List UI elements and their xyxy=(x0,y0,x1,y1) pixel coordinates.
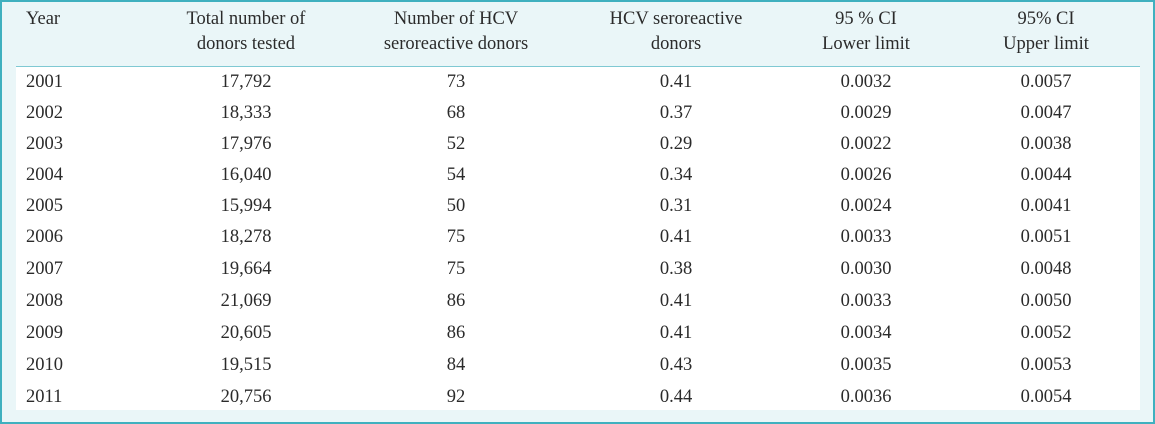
cell-year: 2001 xyxy=(26,72,63,92)
cell-ci-upper: 0.0053 xyxy=(1020,355,1072,375)
table-row: 2010 19,515 84 0.43 0.0035 0.0053 xyxy=(16,350,1140,381)
cell-ci-lower: 0.0034 xyxy=(840,323,892,343)
cell-ci-lower: 0.0029 xyxy=(840,103,892,123)
header-year-line1: Year xyxy=(26,9,61,29)
cell-ci-lower: 0.0026 xyxy=(840,165,892,185)
cell-ci-lower: 0.0033 xyxy=(840,291,892,311)
cell-year: 2010 xyxy=(26,355,63,375)
cell-hcv-percent: 0.29 xyxy=(659,134,693,154)
cell-hcv-percent: 0.31 xyxy=(659,196,693,216)
cell-total-donors: 20,756 xyxy=(220,387,272,407)
header-ci-lower-line2: Lower limit xyxy=(822,34,910,54)
cell-total-donors: 19,664 xyxy=(220,259,272,279)
header-hcv-percent: HCV seroreactive donors xyxy=(586,7,766,57)
cell-hcv-percent: 0.41 xyxy=(659,72,693,92)
header-total-donors: Total number of donors tested xyxy=(156,7,336,57)
cell-hcv-percent: 0.44 xyxy=(659,387,693,407)
cell-hcv-percent: 0.41 xyxy=(659,227,693,247)
cell-year: 2007 xyxy=(26,259,63,279)
cell-hcv-count: 86 xyxy=(446,291,466,311)
cell-ci-upper: 0.0044 xyxy=(1020,165,1072,185)
cell-hcv-percent: 0.38 xyxy=(659,259,693,279)
cell-ci-upper: 0.0057 xyxy=(1020,72,1072,92)
table-body: 2001 17,792 73 0.41 0.0032 0.0057 2002 1… xyxy=(16,67,1140,410)
cell-ci-lower: 0.0032 xyxy=(840,72,892,92)
header-ci-upper-line1: 95% CI xyxy=(1017,9,1075,29)
cell-hcv-count: 54 xyxy=(446,165,466,185)
header-ci-lower-line1: 95 % CI xyxy=(835,9,897,29)
table-row: 2011 20,756 92 0.44 0.0036 0.0054 xyxy=(16,382,1140,413)
cell-hcv-count: 92 xyxy=(446,387,466,407)
cell-ci-lower: 0.0036 xyxy=(840,387,892,407)
cell-hcv-count: 84 xyxy=(446,355,466,375)
header-hcv-percent-line1: HCV seroreactive xyxy=(609,9,743,29)
cell-hcv-percent: 0.43 xyxy=(659,355,693,375)
header-total-donors-line1: Total number of xyxy=(186,9,306,29)
cell-hcv-percent: 0.37 xyxy=(659,103,693,123)
table-row: 2005 15,994 50 0.31 0.0024 0.0041 xyxy=(16,191,1140,222)
cell-hcv-count: 50 xyxy=(446,196,466,216)
table-row: 2004 16,040 54 0.34 0.0026 0.0044 xyxy=(16,160,1140,191)
cell-year: 2004 xyxy=(26,165,63,185)
table-row: 2006 18,278 75 0.41 0.0033 0.0051 xyxy=(16,222,1140,253)
header-total-donors-line2: donors tested xyxy=(196,34,296,54)
table-row: 2002 18,333 68 0.37 0.0029 0.0047 xyxy=(16,98,1140,129)
header-ci-upper: 95% CI Upper limit xyxy=(961,7,1131,57)
cell-ci-upper: 0.0041 xyxy=(1020,196,1072,216)
header-hcv-count: Number of HCV seroreactive donors xyxy=(366,7,546,57)
table-row: 2009 20,605 86 0.41 0.0034 0.0052 xyxy=(16,318,1140,349)
table-row: 2003 17,976 52 0.29 0.0022 0.0038 xyxy=(16,129,1140,160)
table-row: 2008 21,069 86 0.41 0.0033 0.0050 xyxy=(16,286,1140,317)
cell-ci-lower: 0.0033 xyxy=(840,227,892,247)
header-hcv-count-line2: seroreactive donors xyxy=(383,34,529,54)
cell-ci-upper: 0.0051 xyxy=(1020,227,1072,247)
cell-year: 2009 xyxy=(26,323,63,343)
table-row: 2007 19,664 75 0.38 0.0030 0.0048 xyxy=(16,254,1140,285)
cell-year: 2005 xyxy=(26,196,63,216)
cell-year: 2003 xyxy=(26,134,63,154)
header-ci-lower: 95 % CI Lower limit xyxy=(776,7,956,57)
cell-hcv-count: 68 xyxy=(446,103,466,123)
cell-total-donors: 19,515 xyxy=(220,355,272,375)
cell-hcv-count: 75 xyxy=(446,259,466,279)
cell-total-donors: 21,069 xyxy=(220,291,272,311)
cell-total-donors: 18,333 xyxy=(220,103,272,123)
table-header: Year Total number of donors tested Numbe… xyxy=(16,2,1140,67)
cell-hcv-count: 73 xyxy=(446,72,466,92)
header-hcv-count-line1: Number of HCV xyxy=(393,9,519,29)
cell-hcv-percent: 0.34 xyxy=(659,165,693,185)
table-row: 2001 17,792 73 0.41 0.0032 0.0057 xyxy=(16,67,1140,98)
cell-total-donors: 16,040 xyxy=(220,165,272,185)
cell-year: 2011 xyxy=(26,387,63,407)
cell-hcv-count: 52 xyxy=(446,134,466,154)
cell-ci-upper: 0.0050 xyxy=(1020,291,1072,311)
cell-total-donors: 18,278 xyxy=(220,227,272,247)
cell-ci-upper: 0.0048 xyxy=(1020,259,1072,279)
cell-ci-upper: 0.0054 xyxy=(1020,387,1072,407)
cell-year: 2006 xyxy=(26,227,63,247)
cell-total-donors: 17,976 xyxy=(220,134,272,154)
cell-year: 2002 xyxy=(26,103,63,123)
cell-ci-upper: 0.0038 xyxy=(1020,134,1072,154)
cell-ci-lower: 0.0030 xyxy=(840,259,892,279)
cell-total-donors: 17,792 xyxy=(220,72,272,92)
cell-ci-lower: 0.0035 xyxy=(840,355,892,375)
cell-ci-lower: 0.0022 xyxy=(840,134,892,154)
cell-hcv-percent: 0.41 xyxy=(659,291,693,311)
cell-ci-lower: 0.0024 xyxy=(840,196,892,216)
cell-ci-upper: 0.0052 xyxy=(1020,323,1072,343)
cell-ci-upper: 0.0047 xyxy=(1020,103,1072,123)
header-year: Year xyxy=(26,7,86,32)
cell-hcv-percent: 0.41 xyxy=(659,323,693,343)
header-hcv-percent-line2: donors xyxy=(650,34,702,54)
cell-total-donors: 20,605 xyxy=(220,323,272,343)
header-ci-upper-line2: Upper limit xyxy=(1003,34,1089,54)
cell-hcv-count: 75 xyxy=(446,227,466,247)
cell-year: 2008 xyxy=(26,291,63,311)
cell-total-donors: 15,994 xyxy=(220,196,272,216)
cell-hcv-count: 86 xyxy=(446,323,466,343)
